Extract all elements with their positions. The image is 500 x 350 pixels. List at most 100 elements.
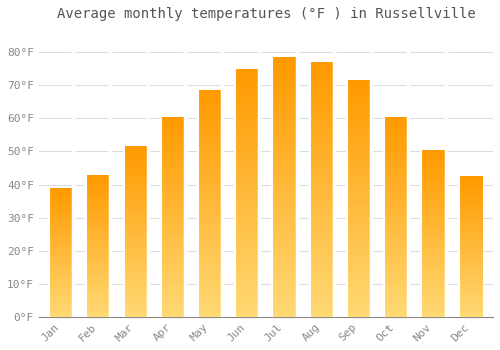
- Bar: [86, 246, 110, 247]
- Bar: [49, 289, 73, 291]
- Bar: [384, 249, 408, 252]
- Bar: [310, 154, 334, 158]
- Bar: [235, 103, 260, 106]
- Bar: [458, 301, 483, 303]
- Bar: [160, 314, 185, 317]
- Bar: [49, 249, 73, 251]
- Bar: [49, 307, 73, 309]
- Bar: [124, 178, 148, 181]
- Bar: [272, 278, 296, 281]
- Bar: [160, 227, 185, 229]
- Bar: [198, 277, 222, 280]
- Bar: [310, 97, 334, 100]
- Bar: [347, 119, 371, 122]
- Bar: [384, 234, 408, 237]
- Bar: [347, 208, 371, 210]
- Bar: [160, 132, 185, 134]
- Bar: [272, 141, 296, 145]
- Bar: [458, 238, 483, 239]
- Bar: [384, 294, 408, 297]
- Bar: [49, 306, 73, 307]
- Bar: [272, 77, 296, 80]
- Bar: [49, 262, 73, 264]
- Bar: [160, 189, 185, 192]
- Bar: [384, 152, 408, 154]
- Bar: [49, 197, 73, 199]
- Bar: [422, 302, 446, 304]
- Bar: [310, 161, 334, 164]
- Bar: [235, 115, 260, 118]
- Bar: [272, 106, 296, 109]
- Bar: [458, 308, 483, 310]
- Bar: [310, 244, 334, 247]
- Bar: [198, 181, 222, 184]
- Bar: [422, 210, 446, 212]
- Bar: [272, 304, 296, 307]
- Bar: [422, 179, 446, 181]
- Bar: [49, 205, 73, 207]
- Bar: [235, 97, 260, 100]
- Bar: [422, 212, 446, 215]
- Bar: [384, 252, 408, 254]
- Bar: [235, 159, 260, 162]
- Bar: [235, 215, 260, 218]
- Bar: [384, 224, 408, 227]
- Bar: [86, 269, 110, 271]
- Bar: [347, 178, 371, 181]
- Bar: [422, 221, 446, 223]
- Bar: [422, 250, 446, 252]
- Bar: [160, 152, 185, 154]
- Bar: [124, 264, 148, 266]
- Bar: [310, 314, 334, 317]
- Bar: [49, 286, 73, 288]
- Bar: [124, 283, 148, 285]
- Bar: [384, 314, 408, 317]
- Bar: [198, 286, 222, 288]
- Bar: [160, 207, 185, 209]
- Bar: [384, 312, 408, 314]
- Bar: [347, 231, 371, 234]
- Bar: [310, 113, 334, 116]
- Bar: [458, 199, 483, 201]
- Bar: [235, 224, 260, 227]
- Bar: [347, 258, 371, 261]
- Bar: [235, 84, 260, 88]
- Bar: [86, 193, 110, 194]
- Bar: [198, 212, 222, 215]
- Bar: [160, 259, 185, 262]
- Bar: [235, 165, 260, 168]
- Bar: [86, 247, 110, 249]
- Bar: [272, 184, 296, 187]
- Bar: [235, 258, 260, 261]
- Bar: [235, 310, 260, 314]
- Bar: [124, 251, 148, 253]
- Bar: [86, 265, 110, 267]
- Bar: [422, 239, 446, 241]
- Bar: [198, 153, 222, 155]
- Bar: [49, 301, 73, 302]
- Bar: [49, 260, 73, 262]
- Bar: [124, 313, 148, 315]
- Bar: [160, 292, 185, 294]
- Bar: [124, 315, 148, 317]
- Bar: [124, 285, 148, 287]
- Bar: [86, 279, 110, 281]
- Bar: [235, 295, 260, 298]
- Bar: [272, 236, 296, 239]
- Bar: [49, 191, 73, 193]
- Bar: [124, 163, 148, 166]
- Bar: [347, 163, 371, 166]
- Bar: [347, 104, 371, 107]
- Bar: [384, 137, 408, 139]
- Bar: [272, 99, 296, 103]
- Bar: [160, 144, 185, 147]
- Bar: [49, 310, 73, 312]
- Bar: [49, 259, 73, 260]
- Bar: [310, 78, 334, 81]
- Bar: [124, 230, 148, 232]
- Bar: [347, 128, 371, 131]
- Bar: [458, 278, 483, 280]
- Bar: [422, 296, 446, 298]
- Bar: [198, 294, 222, 297]
- Bar: [310, 177, 334, 180]
